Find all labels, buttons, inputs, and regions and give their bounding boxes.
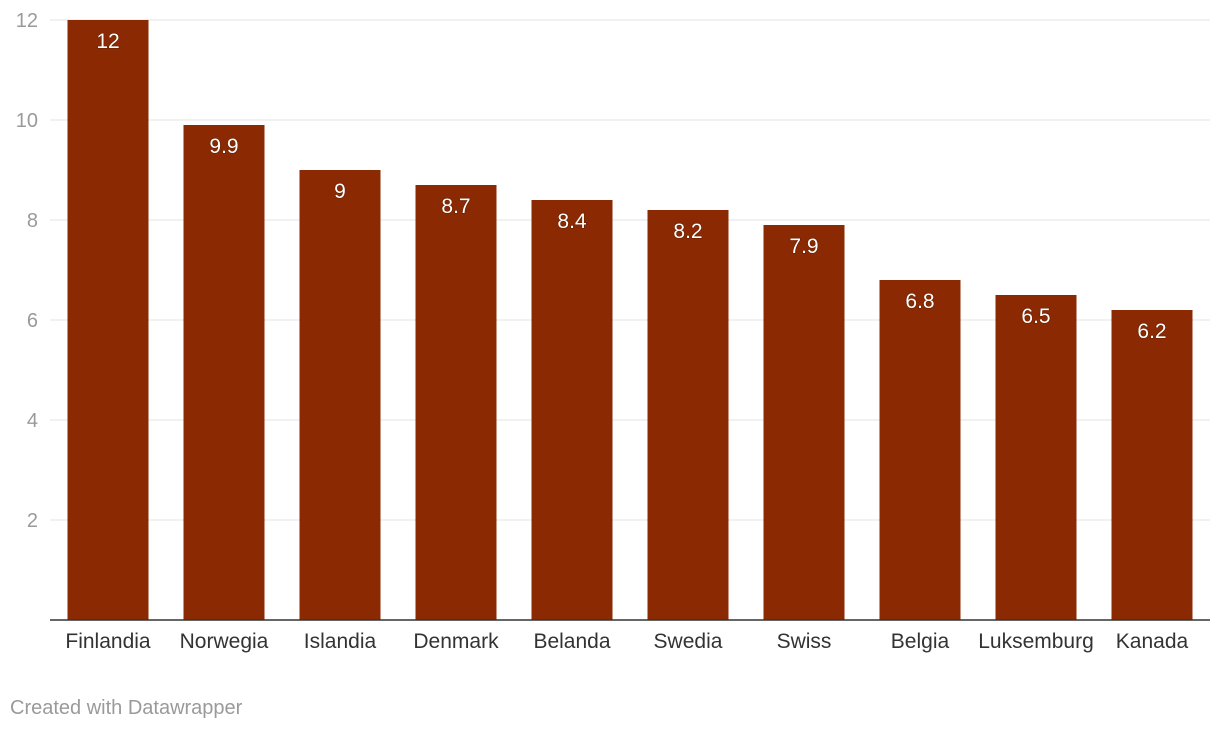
bar — [415, 185, 497, 620]
x-tick-label: Luksemburg — [978, 630, 1094, 653]
bar-value-label: 8.2 — [673, 220, 702, 243]
bar-value-label: 9 — [334, 180, 346, 203]
y-tick-label: 6 — [27, 310, 38, 332]
bar — [67, 20, 149, 620]
bar — [299, 170, 381, 620]
bar — [879, 280, 961, 620]
bar-value-label: 6.2 — [1137, 320, 1166, 343]
credit-text: Created with Datawrapper — [10, 697, 243, 719]
bar — [763, 225, 845, 620]
x-tick-label: Islandia — [304, 630, 377, 653]
bar-value-label: 12 — [96, 30, 119, 53]
x-axis-labels: Finlandia Norwegia Islandia Denmark Belanda S… — [65, 630, 1188, 653]
x-tick-label: Kanada — [1116, 630, 1189, 653]
bar-value-label: 6.5 — [1021, 305, 1050, 328]
bar-value-label: 9.9 — [209, 135, 238, 158]
y-axis-ticks: 2 4 6 8 10 12 — [16, 10, 38, 532]
bar — [995, 295, 1077, 620]
y-tick-label: 12 — [16, 10, 38, 32]
x-tick-label: Belgia — [891, 630, 950, 653]
x-tick-label: Denmark — [413, 630, 499, 653]
bar — [531, 200, 613, 620]
bar-value-label: 8.7 — [441, 195, 470, 218]
y-tick-label: 4 — [27, 410, 38, 432]
bars: 12 9.9 9 8.7 8.4 8.2 7.9 6.8 6.5 6.2 — [67, 20, 1193, 620]
x-tick-label: Swedia — [654, 630, 723, 653]
y-tick-label: 10 — [16, 110, 38, 132]
bar — [647, 210, 729, 620]
y-tick-label: 2 — [27, 510, 38, 532]
bar — [1111, 310, 1193, 620]
x-tick-label: Belanda — [533, 630, 610, 653]
bar-value-label: 7.9 — [789, 235, 818, 258]
bar — [183, 125, 265, 620]
x-tick-label: Norwegia — [180, 630, 269, 653]
bar-value-label: 6.8 — [905, 290, 934, 313]
bar-value-label: 8.4 — [557, 210, 587, 233]
x-tick-label: Swiss — [777, 630, 832, 653]
bar-chart: 2 4 6 8 10 12 12 9.9 9 8.7 8.4 8.2 7.9 6.8 6.5 6.2 Fin… — [16, 10, 1210, 653]
x-tick-label: Finlandia — [65, 630, 151, 653]
y-tick-label: 8 — [27, 210, 38, 232]
